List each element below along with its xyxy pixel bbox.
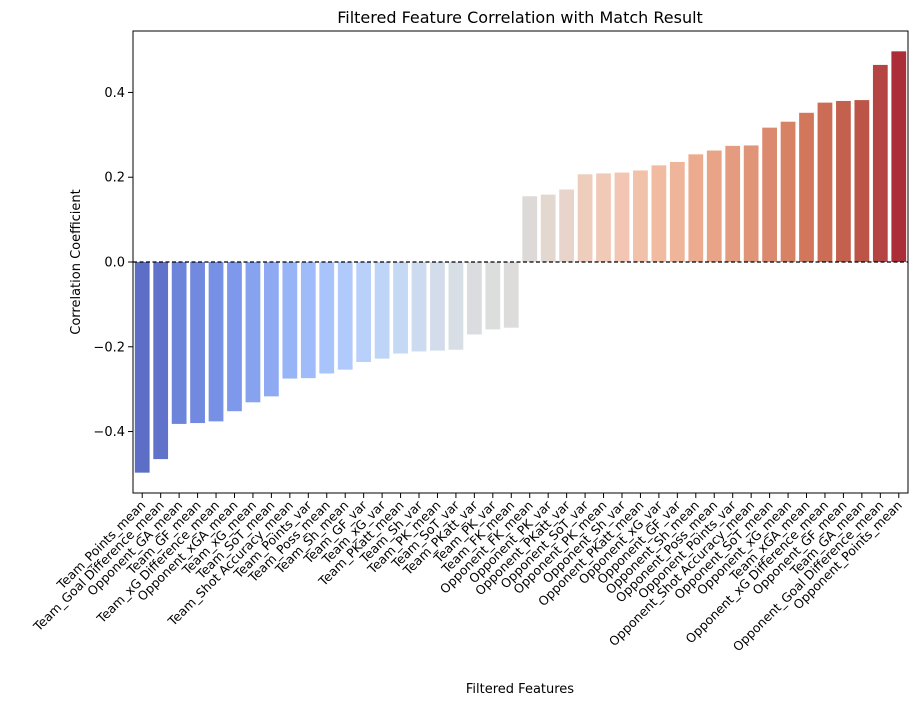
bar [430, 262, 445, 351]
bar [891, 51, 907, 263]
bar [522, 196, 538, 262]
bar [688, 154, 704, 262]
bar [190, 262, 205, 424]
x-axis-label: Filtered Features [466, 682, 574, 697]
bar [245, 262, 261, 403]
y-tick-label: 0.0 [104, 256, 125, 271]
bar [337, 262, 353, 370]
bar [153, 262, 169, 460]
bar [319, 262, 335, 374]
y-tick-label: 0.4 [104, 86, 125, 101]
bar [706, 150, 722, 262]
bar [743, 145, 759, 262]
bar [559, 189, 575, 262]
bar [854, 100, 870, 262]
bar [725, 145, 741, 262]
y-tick-label: 0.2 [104, 171, 125, 186]
y-tick-label: −0.4 [93, 425, 125, 440]
bar [208, 262, 224, 422]
bar [836, 100, 851, 262]
bar [393, 262, 408, 354]
bar [540, 194, 556, 262]
bar [762, 127, 777, 262]
bar [134, 262, 150, 473]
bar [669, 161, 685, 262]
bar [503, 262, 519, 328]
bar [577, 174, 593, 262]
bar [411, 262, 427, 352]
y-axis: −0.4 −0.2 0.0 0.2 0.4 [93, 86, 133, 440]
bar [356, 262, 372, 363]
bar [282, 262, 298, 379]
bar [448, 262, 464, 350]
bar [227, 262, 242, 412]
bar [171, 262, 187, 424]
bar [300, 262, 316, 379]
bar [485, 262, 501, 330]
bar [799, 112, 814, 262]
plot-area [133, 51, 908, 473]
bar [651, 165, 667, 262]
bar [872, 64, 888, 262]
y-axis-label: Correlation Coefficient [69, 189, 84, 335]
bar [633, 170, 648, 262]
plot-frame [132, 30, 909, 494]
bar [780, 121, 796, 262]
y-tick-label: −0.2 [93, 340, 125, 355]
bar [817, 102, 833, 262]
bar [264, 262, 279, 397]
bar [374, 262, 390, 359]
bar [596, 173, 611, 262]
bar [466, 262, 482, 335]
bar [614, 172, 630, 262]
chart-title: Filtered Feature Correlation with Match … [337, 8, 703, 27]
